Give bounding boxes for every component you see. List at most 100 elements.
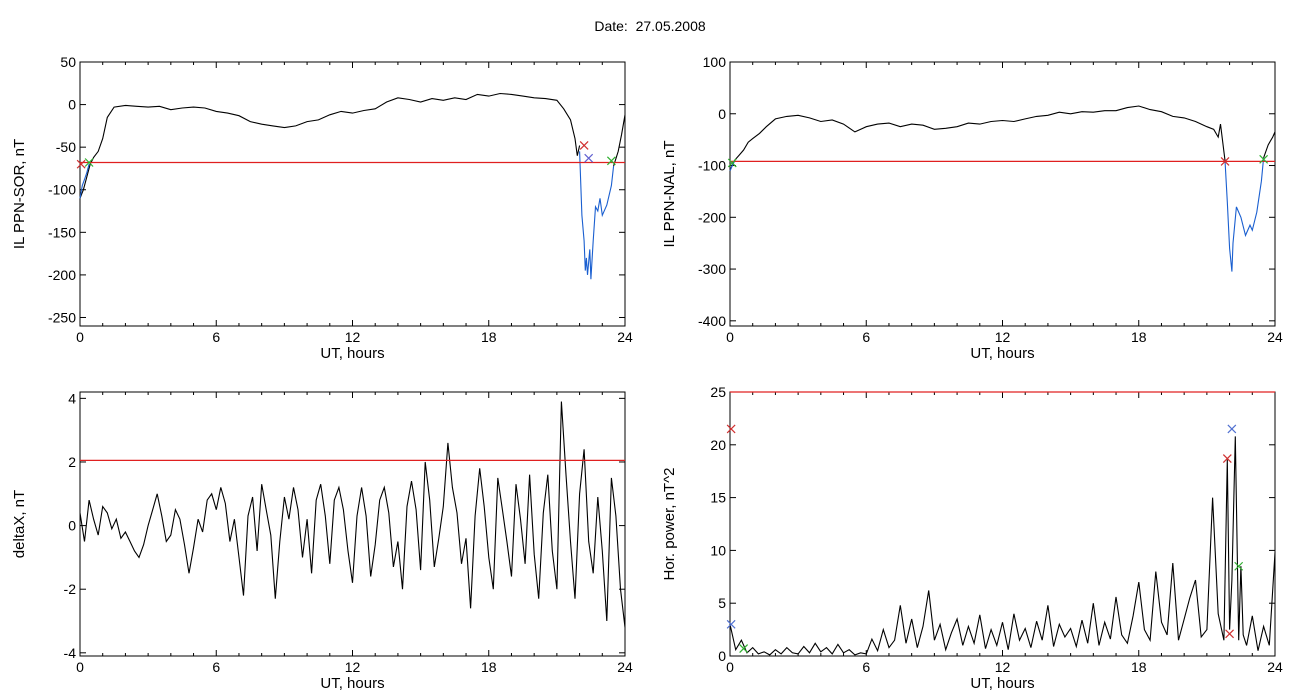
event-marker <box>76 159 86 169</box>
y-tick-label: 0 <box>718 648 726 664</box>
series-line <box>579 151 615 280</box>
marker-stroke <box>726 619 736 629</box>
event-marker <box>1220 156 1230 166</box>
x-tick-label: 24 <box>617 659 633 675</box>
x-tick-label: 12 <box>995 659 1011 675</box>
x-tick-label: 0 <box>76 659 84 675</box>
x-axis-label: UT, hours <box>970 345 1034 362</box>
y-tick-label: 15 <box>710 490 726 506</box>
y-tick-label: 100 <box>703 54 727 70</box>
x-tick-label: 24 <box>1267 659 1283 675</box>
y-tick-label: -100 <box>698 158 726 174</box>
panel-hor-power: 0 6 12 18 24 25 20 15 10 5 0 UT, hours Hor. power, n… <box>661 384 1283 692</box>
x-tick-label: 24 <box>617 329 633 345</box>
x-tick-label: 18 <box>1131 659 1147 675</box>
series-line <box>729 105 1226 171</box>
x-tick-label: 6 <box>212 659 220 675</box>
y-tick-label: -200 <box>698 209 726 225</box>
y-tick-label: 0 <box>68 97 76 113</box>
series-line <box>1263 131 1276 158</box>
event-marker <box>739 644 749 654</box>
plot-frame <box>79 61 626 327</box>
series-line <box>79 164 90 199</box>
y-tick-label: -400 <box>698 313 726 329</box>
event-marker <box>726 424 736 434</box>
marker-stroke <box>1227 424 1237 434</box>
series-line <box>613 114 626 167</box>
marker-stroke <box>579 141 589 150</box>
panel-deltax: 0 6 12 18 24 4 2 0 -2 -4 UT, hours deltaX, nT <box>11 390 633 692</box>
event-marker <box>1222 454 1232 463</box>
event-marker <box>584 153 594 163</box>
series-line <box>729 436 1276 656</box>
marker-stroke <box>76 159 86 169</box>
y-tick-label: 0 <box>68 518 76 534</box>
series-line <box>729 161 735 171</box>
y-tick-label: -200 <box>48 267 76 283</box>
series-line <box>1224 157 1265 272</box>
marker-stroke <box>1225 629 1235 639</box>
x-tick-label: 12 <box>995 329 1011 345</box>
series-line <box>79 401 626 628</box>
x-axis-label: UT, hours <box>970 675 1034 692</box>
event-marker <box>606 156 616 166</box>
marker-stroke <box>84 158 94 167</box>
event-marker <box>1259 154 1269 164</box>
y-tick-label: 50 <box>60 54 76 70</box>
x-tick-label: 18 <box>481 329 497 345</box>
x-tick-label: 6 <box>862 329 870 345</box>
x-tick-label: 6 <box>212 329 220 345</box>
marker-stroke <box>739 644 749 654</box>
series-line <box>79 92 581 199</box>
y-tick-label: -150 <box>48 224 76 240</box>
plot-frame <box>729 391 1276 657</box>
x-tick-label: 0 <box>726 329 734 345</box>
y-tick-label: 5 <box>718 595 726 611</box>
x-axis-label: UT, hours <box>320 675 384 692</box>
x-tick-label: 24 <box>1267 329 1283 345</box>
y-tick-label: 25 <box>710 384 726 400</box>
marker-stroke <box>584 153 594 163</box>
x-tick-label: 18 <box>1131 329 1147 345</box>
y-tick-label: 2 <box>68 454 76 470</box>
y-axis-label: IL PPN-NAL, nT <box>661 141 678 248</box>
y-tick-label: -50 <box>56 139 76 155</box>
x-axis-label: UT, hours <box>320 345 384 362</box>
marker-stroke <box>1259 154 1269 164</box>
event-marker <box>726 619 736 629</box>
event-marker <box>1234 561 1244 571</box>
y-tick-label: -4 <box>64 645 77 661</box>
event-marker <box>579 141 589 150</box>
y-axis-label: Hor. power, nT^2 <box>661 468 678 581</box>
y-tick-label: 10 <box>710 542 726 558</box>
plot-frame <box>729 61 1276 327</box>
y-tick-label: -100 <box>48 182 76 198</box>
x-tick-label: 12 <box>345 659 361 675</box>
marker-stroke <box>1220 156 1230 166</box>
y-tick-label: 20 <box>710 437 726 453</box>
x-tick-label: 0 <box>76 329 84 345</box>
marker-stroke <box>726 424 736 434</box>
panel-ppn-nal: 0 6 12 18 24 100 0 -100 -200 -300 -400 UT, hours IL … <box>661 54 1283 362</box>
x-tick-label: 12 <box>345 329 361 345</box>
y-axis-label: deltaX, nT <box>11 490 28 558</box>
y-axis-label: IL PPN-SOR, nT <box>11 139 28 249</box>
y-tick-label: 0 <box>718 106 726 122</box>
event-marker <box>1225 629 1235 639</box>
y-tick-label: -250 <box>48 309 76 325</box>
x-tick-label: 18 <box>481 659 497 675</box>
x-tick-label: 6 <box>862 659 870 675</box>
y-tick-label: -2 <box>64 581 77 597</box>
event-marker <box>727 158 737 168</box>
page-title: Date: 27.05.2008 <box>594 18 706 34</box>
x-tick-label: 0 <box>726 659 734 675</box>
marker-stroke <box>1234 561 1244 571</box>
marker-stroke <box>1222 454 1232 463</box>
y-tick-label: 4 <box>68 390 76 406</box>
panel-ppn-sor: 0 6 12 18 24 50 0 -50 -100 -150 -200 -250 UT, hours I… <box>11 54 633 362</box>
marker-stroke <box>727 158 737 168</box>
event-marker <box>84 158 94 167</box>
y-tick-label: -300 <box>698 261 726 277</box>
marker-stroke <box>606 156 616 166</box>
